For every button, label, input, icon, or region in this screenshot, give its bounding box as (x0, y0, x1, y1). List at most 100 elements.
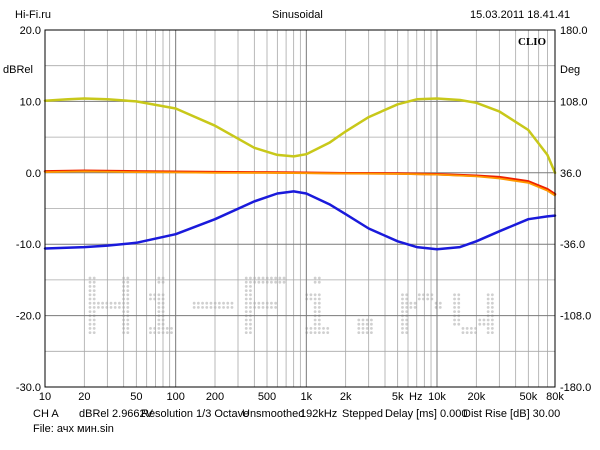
watermark-dot (257, 276, 261, 280)
x-tick-label: 500 (258, 391, 276, 400)
watermark-dot (126, 280, 130, 284)
watermark-dot (249, 322, 252, 326)
footer-delay: Delay [ms] 0.000 (385, 408, 468, 420)
y2-tick-label: 36.0 (560, 168, 581, 180)
watermark-dot (244, 327, 248, 330)
watermark-dot (88, 285, 92, 288)
header-site: Hi-Fi.ru (15, 9, 52, 21)
watermark-dot (361, 322, 365, 326)
watermark-dot (370, 327, 373, 330)
watermark-dot (244, 322, 248, 326)
watermark-dot (97, 306, 100, 309)
y-tick-label: 0.0 (26, 168, 41, 180)
watermark-dot (313, 327, 317, 330)
watermark-dot (261, 306, 265, 309)
watermark-dot (165, 331, 169, 334)
watermark-dot (309, 327, 313, 330)
watermark-dot (196, 306, 200, 309)
y2-tick-label: -180.0 (560, 382, 591, 394)
watermark-dot (157, 293, 161, 297)
watermark-dot (313, 297, 317, 301)
watermark-dot (226, 306, 230, 309)
watermark-dot (486, 293, 490, 297)
watermark-dot (157, 318, 161, 322)
y-tick-label: -20.0 (16, 311, 41, 323)
watermark-dot (249, 306, 252, 309)
watermark-dot (370, 318, 373, 322)
watermark-dot (401, 301, 404, 305)
watermark-dot (257, 306, 261, 309)
watermark-dot (461, 327, 465, 330)
watermark-dot (317, 318, 321, 322)
watermark-dot (453, 306, 456, 309)
watermark-dot (326, 327, 330, 330)
watermark-dot (261, 301, 265, 305)
watermark-dot (478, 322, 482, 326)
watermark-dot (230, 306, 234, 309)
watermark-dot (205, 301, 209, 305)
watermark-dot (370, 331, 373, 334)
watermark-dot (196, 301, 200, 305)
watermark-dot (201, 306, 204, 309)
series-line-3 (44, 170, 556, 197)
watermark-dot (126, 293, 130, 297)
watermark-dot (274, 301, 278, 305)
watermark-dot (92, 318, 96, 322)
watermark-dot (170, 331, 173, 334)
watermark-dot (401, 322, 404, 326)
watermark-dot (126, 306, 130, 309)
y2-tick-label: -108.0 (560, 311, 591, 323)
watermark-dot (244, 306, 248, 309)
watermark-dot (92, 280, 96, 284)
watermark-dot (486, 301, 490, 305)
watermark-dot (217, 306, 221, 309)
watermark-dot (401, 306, 404, 309)
watermark-dot (126, 327, 130, 330)
watermark-dot (317, 301, 321, 305)
watermark-dot (249, 285, 252, 288)
watermark-dot (453, 293, 456, 297)
watermark-dot (274, 306, 278, 309)
watermark-dot (201, 301, 204, 305)
watermark-dot (92, 327, 96, 330)
watermark-dot (157, 331, 161, 334)
watermark-dot (490, 306, 494, 309)
watermark-dot (118, 306, 121, 309)
watermark-dot (486, 331, 490, 334)
watermark-dot (244, 301, 248, 305)
watermark-dot (149, 293, 152, 297)
x-tick-label: 200 (206, 391, 224, 400)
y-tick-label: 10.0 (20, 96, 41, 108)
watermark-dot (317, 331, 321, 334)
watermark-dot (88, 293, 92, 297)
watermark-dot (249, 318, 252, 322)
watermark-dot (244, 331, 248, 334)
watermark-dot (313, 322, 317, 326)
footer-level: dBRel 2.9662V (79, 408, 153, 420)
y-tick-label: -30.0 (16, 382, 41, 394)
watermark-dot (244, 289, 248, 292)
watermark-dot (88, 301, 92, 305)
watermark-dot (282, 276, 286, 280)
watermark-dot (226, 301, 230, 305)
watermark-dot (270, 306, 273, 309)
x-tick-label: 10 (39, 391, 51, 400)
watermark-dot (209, 301, 213, 305)
watermark-dot (326, 331, 330, 334)
watermark-dot (88, 276, 92, 280)
x-tick-label: 5k (392, 391, 404, 400)
footer-file: File: ачх мин.sin (33, 423, 114, 435)
watermark-dot (92, 310, 96, 313)
y2-tick-label: 108.0 (560, 96, 588, 108)
watermark-dot (149, 327, 152, 330)
watermark-dot (313, 280, 317, 284)
watermark-dot (405, 327, 409, 330)
watermark-dot (88, 327, 92, 330)
watermark-dot (469, 331, 473, 334)
watermark-dot (249, 276, 252, 280)
watermark-dot (457, 301, 461, 305)
watermark-dot (222, 301, 225, 305)
watermark-dot (230, 301, 234, 305)
watermark-dot (457, 293, 461, 297)
watermark-dot (490, 322, 494, 326)
